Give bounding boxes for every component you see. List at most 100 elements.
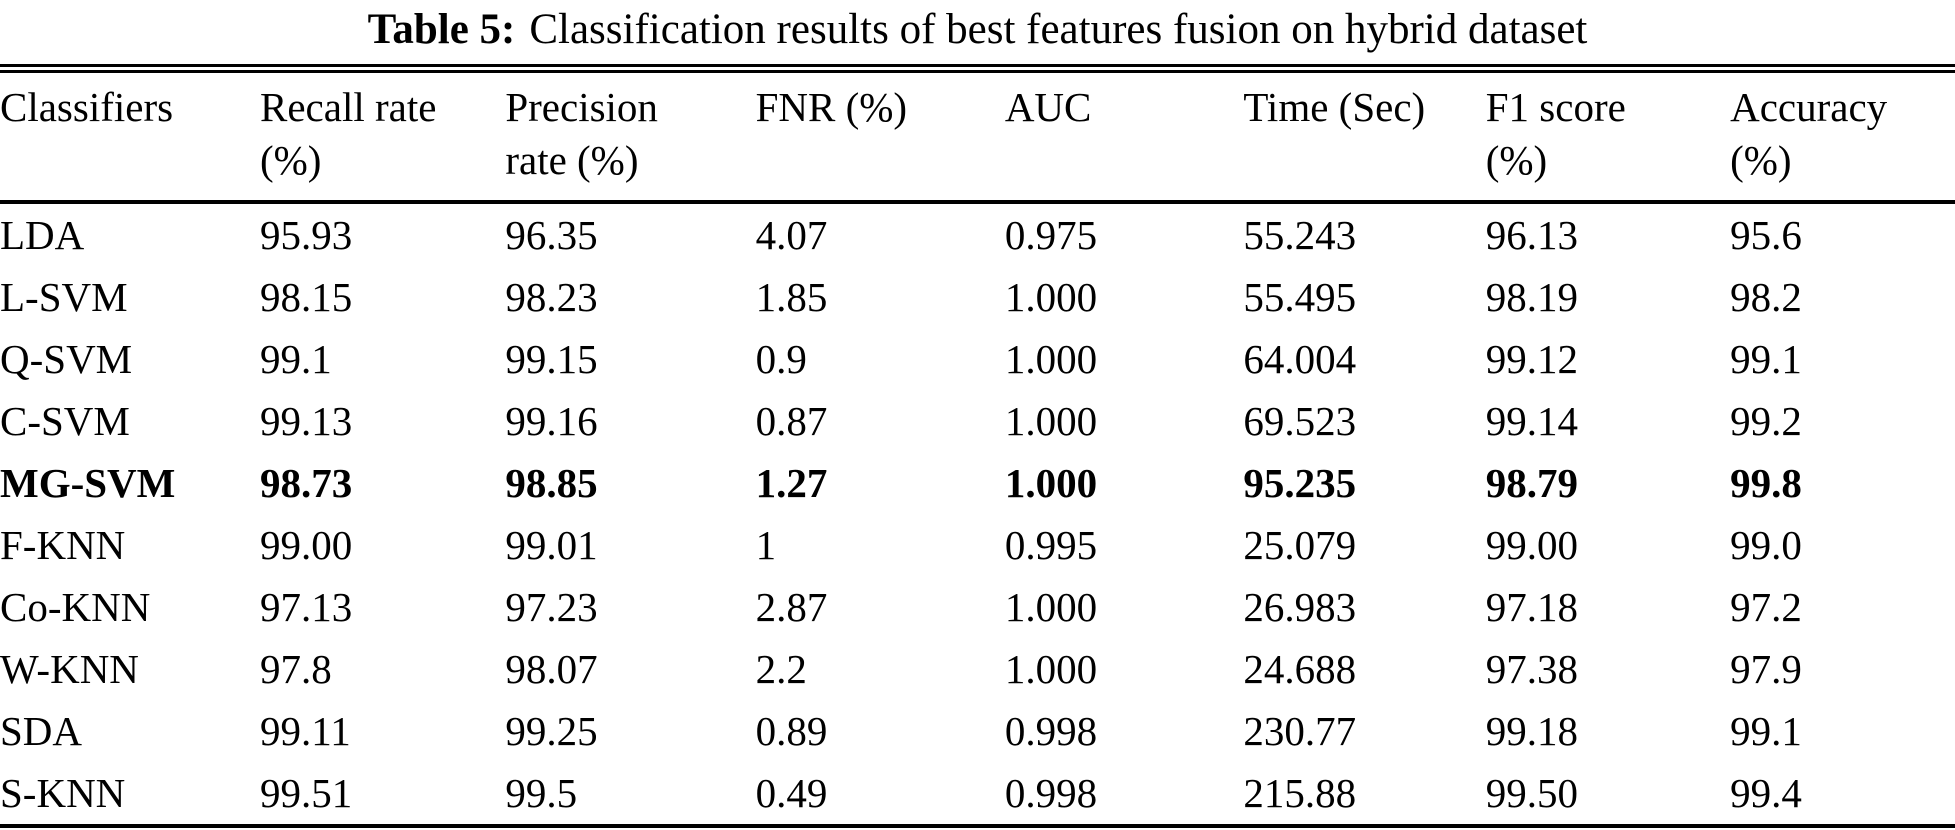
cell-value: 99.4 [1730,769,1802,816]
cell-value: 1.27 [755,459,828,506]
cell-value: 99.1 [1730,707,1802,754]
column-header-line2: (%) [1485,137,1548,184]
table-row: C-SVM 99.13 99.16 0.87 1.000 69.523 99.14 99.2 [0,390,1955,452]
cell-value: 64.004 [1243,335,1357,382]
cell-value: 1.000 [1004,459,1098,506]
cell-value: 99.50 [1485,769,1578,816]
cell-value: 1.000 [1004,273,1098,320]
column-header-time: Time (Sec) [1243,68,1486,204]
column-header-line1: FNR (%) [755,84,908,130]
column-header-recall-rate: Recall rate (%) [260,68,506,204]
cell-value: 97.9 [1730,645,1802,692]
cell-value: 99.00 [260,521,353,568]
table-row: SDA 99.11 99.25 0.89 0.998 230.77 99.18 99.1 [0,700,1955,762]
cell-value: 25.079 [1243,521,1357,568]
header-row: Classifiers Recall rate (%) Precision ra… [0,68,1955,204]
table-caption-text: Classification results of best features … [529,6,1588,53]
cell-value: 2.87 [755,583,828,630]
column-header-line1: F1 score [1485,84,1626,130]
cell-value: 97.18 [1485,583,1578,630]
cell-value: 0.975 [1004,211,1098,258]
cell-value: 1 [755,521,777,568]
column-header-precision-rate: Precision rate (%) [505,68,756,204]
column-header-line1: Precision [505,84,658,130]
cell-value: 0.49 [755,769,828,816]
cell-value: 96.13 [1485,211,1578,258]
column-header-line1: Recall rate [260,84,437,130]
table-row: L-SVM 98.15 98.23 1.85 1.000 55.495 98.19 98.2 [0,266,1955,328]
cell-value: 99.0 [1730,521,1802,568]
cell-value: 95.93 [260,211,353,258]
cell-value: 98.2 [1730,273,1802,320]
cell-value: 98.23 [505,273,598,320]
cell-classifier: Co-KNN [0,583,151,630]
table-row: F-KNN 99.00 99.01 1 0.995 25.079 99.00 99.0 [0,514,1955,576]
table-row: Q-SVM 99.1 99.15 0.9 1.000 64.004 99.12 99.1 [0,328,1955,390]
cell-value: 99.2 [1730,397,1802,444]
column-header-line1: Accuracy [1730,84,1888,130]
cell-classifier: MG-SVM [0,459,176,506]
cell-value: 99.15 [505,335,598,382]
cell-value: 0.87 [755,397,828,444]
cell-value: 215.88 [1243,769,1357,816]
cell-value: 99.01 [505,521,598,568]
column-header-line2: (%) [1730,137,1792,184]
column-header-line1: AUC [1004,84,1092,130]
column-header-line2: rate (%) [505,137,639,184]
cell-value: 99.12 [1485,335,1578,382]
cell-value: 99.25 [505,707,598,754]
cell-value: 97.8 [260,645,332,692]
results-table: Classifiers Recall rate (%) Precision ra… [0,64,1955,828]
cell-value: 99.11 [260,707,351,754]
cell-value: 98.07 [505,645,598,692]
cell-classifier: L-SVM [0,273,128,320]
column-header-line2: (%) [260,137,322,184]
table-row: S-KNN 99.51 99.5 0.49 0.998 215.88 99.50 99.4 [0,762,1955,826]
cell-value: 4.07 [755,211,828,258]
column-header-accuracy: Accuracy (%) [1730,68,1955,204]
cell-value: 2.2 [755,645,807,692]
cell-value: 99.1 [260,335,332,382]
cell-value: 99.00 [1485,521,1578,568]
cell-value: 99.13 [260,397,353,444]
column-header-f1-score: F1 score (%) [1485,68,1731,204]
cell-classifier: C-SVM [0,397,130,444]
column-header-line1: Time (Sec) [1243,84,1426,130]
cell-classifier: Q-SVM [0,335,133,382]
cell-value: 1.000 [1004,335,1098,382]
cell-classifier: F-KNN [0,521,126,568]
cell-value: 0.995 [1004,521,1098,568]
cell-value: 0.89 [755,707,828,754]
cell-value: 1.000 [1004,645,1098,692]
cell-value: 0.9 [755,335,807,382]
table-caption-label: Table 5: [367,6,516,53]
column-header-classifiers: Classifiers [0,68,260,204]
cell-classifier: SDA [0,707,83,754]
cell-value: 0.998 [1004,707,1098,754]
cell-value: 97.2 [1730,583,1802,630]
cell-value: 98.79 [1485,459,1578,506]
cell-value: 0.998 [1004,769,1098,816]
cell-value: 69.523 [1243,397,1357,444]
cell-value: 97.38 [1485,645,1578,692]
cell-value: 98.15 [260,273,353,320]
cell-value: 26.983 [1243,583,1357,630]
cell-value: 99.14 [1485,397,1578,444]
column-header-line1: Classifiers [0,84,174,130]
cell-value: 95.235 [1243,459,1357,506]
cell-value: 55.495 [1243,273,1357,320]
cell-value: 97.13 [260,583,353,630]
cell-value: 98.19 [1485,273,1578,320]
table-row: W-KNN 97.8 98.07 2.2 1.000 24.688 97.38 97.9 [0,638,1955,700]
cell-value: 99.5 [505,769,578,816]
table-body: LDA 95.93 96.35 4.07 0.975 55.243 96.13 95.6 L-S… [0,202,1955,826]
cell-value: 55.243 [1243,211,1357,258]
cell-value: 1.85 [755,273,828,320]
cell-classifier: LDA [0,211,85,258]
cell-value: 99.1 [1730,335,1802,382]
cell-value: 24.688 [1243,645,1357,692]
cell-value: 99.18 [1485,707,1578,754]
cell-value: 95.6 [1730,211,1802,258]
cell-value: 1.000 [1004,583,1098,630]
